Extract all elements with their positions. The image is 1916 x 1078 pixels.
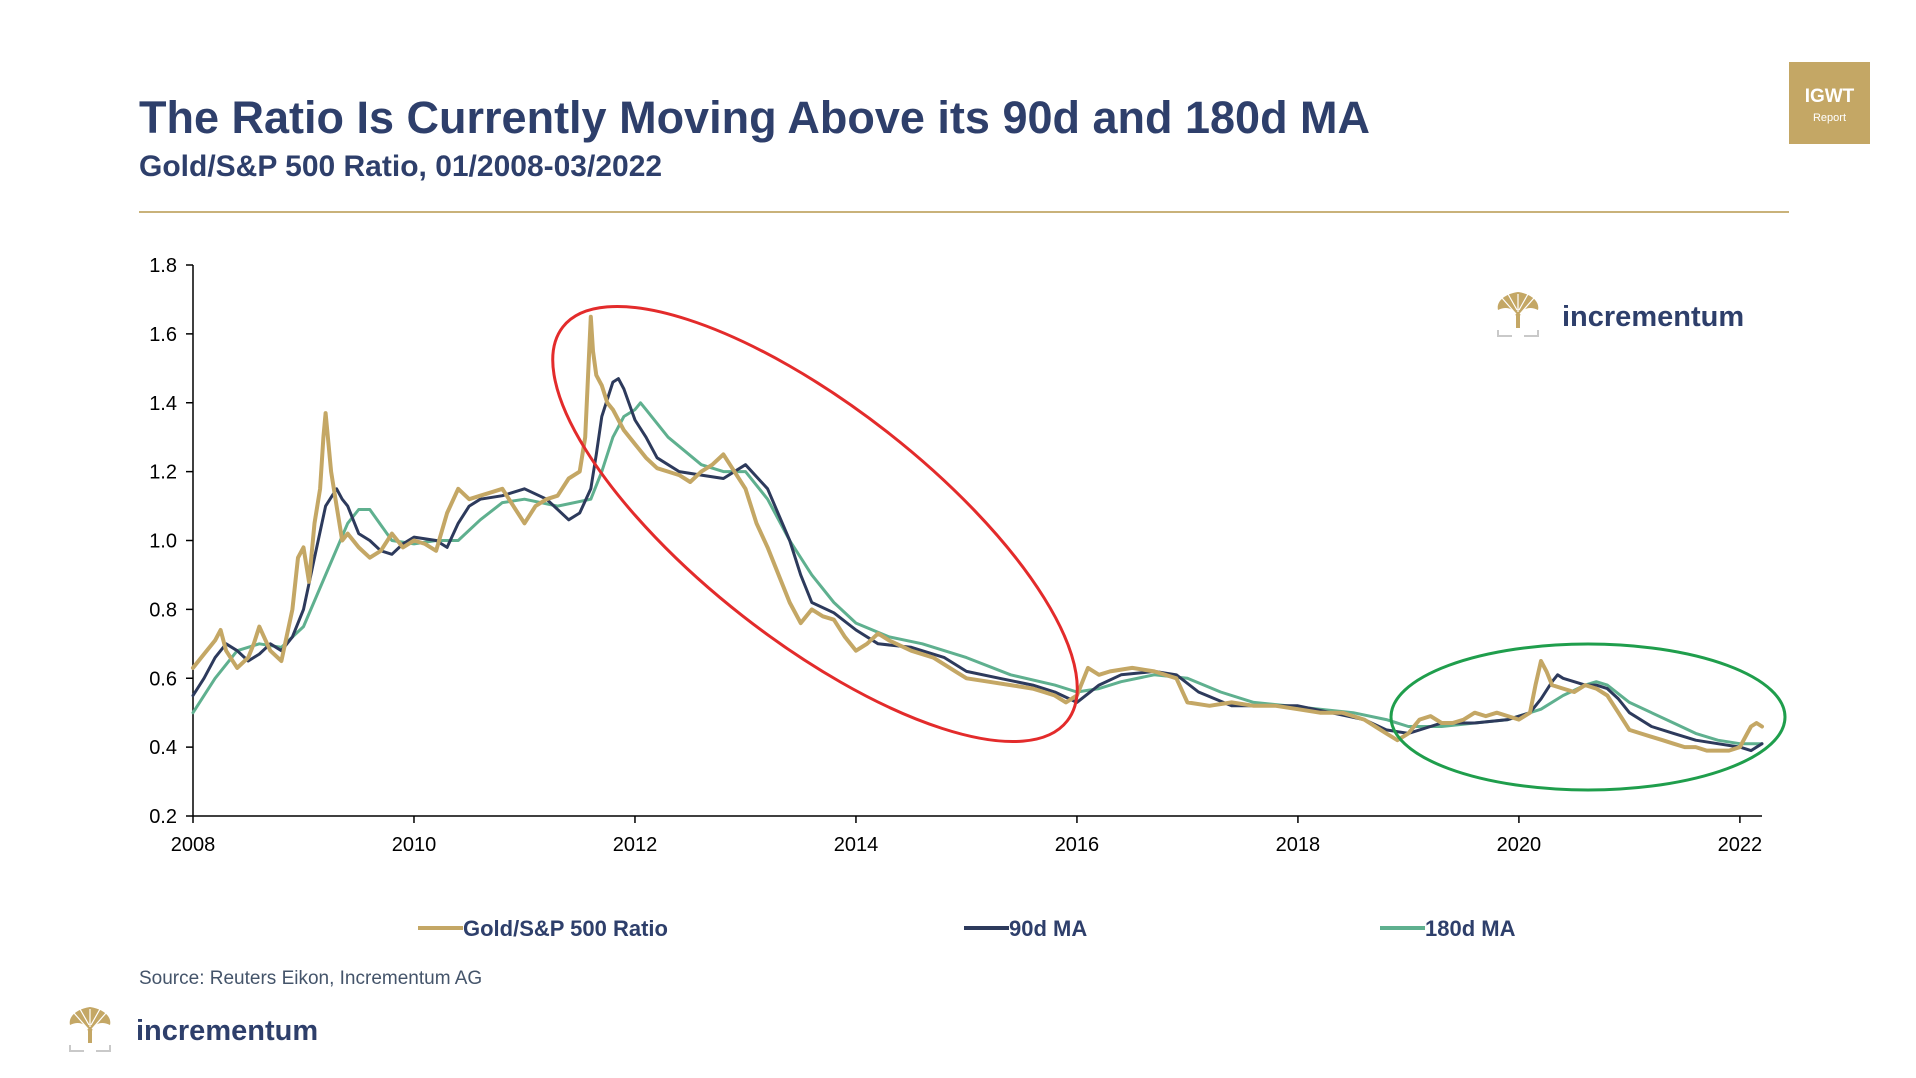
y-tick-label: 1.8: [149, 255, 177, 277]
badge-title: IGWT: [1804, 86, 1855, 107]
logo-text: incrementum: [1562, 301, 1744, 333]
y-tick-label: 0.6: [149, 668, 177, 690]
x-tick-label: 2014: [834, 834, 879, 856]
x-tick-label: 2010: [392, 834, 437, 856]
x-tick-label: 2018: [1276, 834, 1321, 856]
y-tick-label: 1.6: [149, 324, 177, 346]
series-line-180d-ma: [191, 401, 1764, 746]
igwt-report-badge: IGWT Report: [1789, 62, 1870, 144]
x-tick-label: 2008: [171, 834, 216, 856]
incrementum-logo-chart: incrementum: [1497, 292, 1744, 337]
y-tick-label: 1.0: [149, 531, 177, 553]
recent-trend-highlight-ellipse: [1389, 642, 1787, 792]
downtrend-highlight-ellipse: [551, 304, 1079, 744]
x-tick-label: 2020: [1497, 834, 1542, 856]
legend-label: Gold/S&P 500 Ratio: [463, 916, 668, 941]
y-tick-label: 1.2: [149, 462, 177, 484]
tree-icon: [69, 1007, 111, 1052]
legend-item: 180d MA: [1380, 916, 1516, 941]
title-divider: [139, 211, 1789, 213]
legend-item: Gold/S&P 500 Ratio: [418, 916, 668, 941]
x-tick-label: 2016: [1055, 834, 1100, 856]
x-tick-label: 2012: [613, 834, 658, 856]
y-tick-label: 0.2: [149, 806, 177, 828]
x-tick-label: 2022: [1718, 834, 1763, 856]
chart-legend: Gold/S&P 500 Ratio 90d MA 180d MA: [418, 916, 1516, 941]
page-title: The Ratio Is Currently Moving Above its …: [139, 92, 1371, 143]
legend-item: 90d MA: [964, 916, 1087, 941]
y-tick-label: 1.4: [149, 393, 177, 415]
y-tick-label: 0.8: [149, 599, 177, 621]
series-line-gold-sp500-ratio: [191, 314, 1764, 753]
legend-label: 90d MA: [1009, 916, 1087, 941]
y-tick-label: 0.4: [149, 737, 177, 759]
logo-text: incrementum: [136, 1015, 318, 1047]
chart-series: [191, 314, 1764, 753]
tree-icon: [1497, 292, 1539, 337]
page-subtitle: Gold/S&P 500 Ratio, 01/2008-03/2022: [139, 150, 663, 183]
source-note: Source: Reuters Eikon, Incrementum AG: [139, 968, 483, 989]
series-line-90d-ma: [191, 377, 1764, 753]
legend-label: 180d MA: [1425, 916, 1516, 941]
badge-subtitle: Report: [1812, 112, 1847, 124]
chart-axes: 0.2 0.4 0.6 0.8 1.0 1.2 1.4 1.6 1.8 2008 2010 2012 2…: [149, 255, 1762, 856]
incrementum-logo-footer: incrementum: [69, 1007, 318, 1052]
